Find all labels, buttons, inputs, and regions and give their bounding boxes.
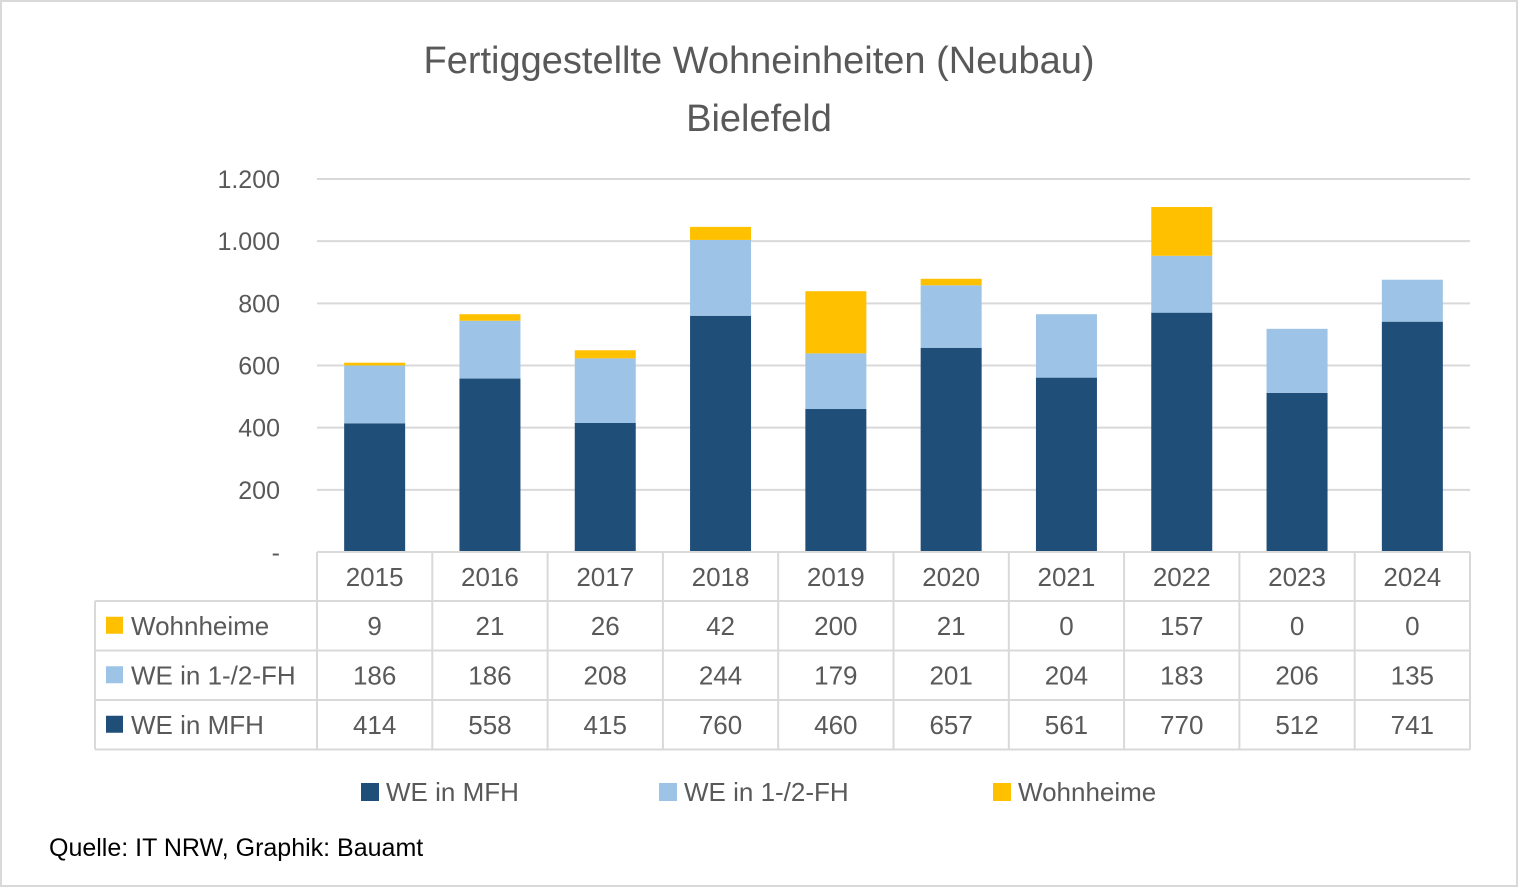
table-cell-value: 208 bbox=[584, 660, 627, 690]
table-legend-key bbox=[106, 616, 123, 634]
source-note: Quelle: IT NRW, Graphik: Bauamt bbox=[49, 834, 423, 862]
table-cell-value: 186 bbox=[468, 660, 511, 690]
table-cell-value: 415 bbox=[584, 710, 627, 740]
bar-we-in-mfh-2022 bbox=[1151, 312, 1213, 552]
bar-wohnheime-2015 bbox=[344, 362, 406, 366]
table-cell-value: 512 bbox=[1275, 710, 1318, 740]
bar-we-in-1-2-fh-2019 bbox=[805, 353, 867, 410]
legend-label: WE in 1-/2-FH bbox=[684, 777, 849, 807]
table-header-year: 2018 bbox=[692, 562, 750, 592]
y-tick-label: - bbox=[272, 539, 280, 567]
bar-we-in-mfh-2021 bbox=[1035, 377, 1097, 552]
table-cell-value: 0 bbox=[1059, 611, 1073, 641]
legend-key bbox=[659, 783, 677, 801]
table-header-year: 2023 bbox=[1268, 562, 1326, 592]
table-cell-value: 657 bbox=[929, 710, 972, 740]
table-cell-value: 21 bbox=[475, 611, 504, 641]
bar-we-in-1-2-fh-2024 bbox=[1381, 279, 1443, 322]
bar-we-in-1-2-fh-2023 bbox=[1266, 328, 1328, 393]
bar-we-in-1-2-fh-2016 bbox=[459, 320, 521, 379]
table-cell-value: 770 bbox=[1160, 710, 1203, 740]
legend-label: WE in MFH bbox=[386, 777, 519, 807]
table-cell-value: 200 bbox=[814, 611, 857, 641]
table-cell-value: 201 bbox=[929, 660, 972, 690]
y-tick-label: 600 bbox=[238, 353, 280, 381]
table-cell-value: 26 bbox=[591, 611, 620, 641]
bar-we-in-mfh-2016 bbox=[459, 378, 521, 552]
table-cell-value: 135 bbox=[1391, 660, 1434, 690]
bar-we-in-mfh-2018 bbox=[690, 315, 752, 552]
data-table: 2015 2016 2017 2018 2019 2020 2021 2022 2023 2024… bbox=[94, 551, 1471, 751]
table-legend-key bbox=[106, 666, 123, 684]
table-cell-value: 561 bbox=[1045, 710, 1088, 740]
bar-we-in-1-2-fh-2022 bbox=[1151, 255, 1213, 313]
bar-we-in-mfh-2015 bbox=[344, 423, 406, 552]
bar-we-in-1-2-fh-2020 bbox=[920, 285, 982, 348]
y-axis: - 200 400 600 800 1.000 1.200 bbox=[217, 166, 280, 567]
legend-key bbox=[993, 783, 1011, 801]
y-tick-label: 400 bbox=[238, 415, 280, 443]
table-cell-value: 179 bbox=[814, 660, 857, 690]
table-cell-value: 9 bbox=[367, 611, 381, 641]
bar-we-in-mfh-2019 bbox=[805, 409, 867, 552]
table-header-year: 2017 bbox=[576, 562, 634, 592]
bar-wohnheime-2022 bbox=[1151, 206, 1213, 256]
table-cell-value: 186 bbox=[353, 660, 396, 690]
y-tick-label: 1.200 bbox=[217, 166, 280, 194]
table-cell-value: 183 bbox=[1160, 660, 1203, 690]
bar-we-in-1-2-fh-2017 bbox=[574, 358, 636, 424]
bar-wohnheime-2019 bbox=[805, 291, 867, 354]
bar-we-in-mfh-2023 bbox=[1266, 392, 1328, 552]
table-cell-value: 21 bbox=[937, 611, 966, 641]
table-row-label: WE in 1-/2-FH bbox=[131, 660, 296, 690]
table-cell-value: 244 bbox=[699, 660, 742, 690]
legend: WE in MFH WE in 1-/2-FH Wohnheime bbox=[361, 777, 1156, 807]
table-cell-value: 760 bbox=[699, 710, 742, 740]
bar-we-in-mfh-2017 bbox=[574, 423, 636, 552]
bar-wohnheime-2018 bbox=[690, 226, 752, 240]
legend-key bbox=[361, 783, 379, 801]
table-row-label: Wohnheime bbox=[131, 611, 269, 641]
y-tick-label: 1.000 bbox=[217, 228, 280, 256]
bar-wohnheime-2020 bbox=[920, 278, 982, 286]
bar-wohnheime-2016 bbox=[459, 314, 521, 321]
bar-we-in-1-2-fh-2015 bbox=[344, 365, 406, 424]
bar-we-in-1-2-fh-2021 bbox=[1035, 314, 1097, 378]
y-tick-label: 800 bbox=[238, 290, 280, 318]
table-cell-value: 558 bbox=[468, 710, 511, 740]
table-cell-value: 414 bbox=[353, 710, 396, 740]
y-tick-label: 200 bbox=[238, 477, 280, 505]
table-cell-value: 0 bbox=[1405, 611, 1419, 641]
bar-we-in-1-2-fh-2018 bbox=[690, 239, 752, 316]
table-cell-value: 460 bbox=[814, 710, 857, 740]
legend-label: Wohnheime bbox=[1018, 777, 1156, 807]
table-cell-value: 0 bbox=[1290, 611, 1304, 641]
table-cell-value: 157 bbox=[1160, 611, 1203, 641]
table-cell-value: 204 bbox=[1045, 660, 1088, 690]
table-header-year: 2015 bbox=[346, 562, 404, 592]
table-cell-value: 206 bbox=[1275, 660, 1318, 690]
chart-subtitle: Bielefeld bbox=[686, 98, 832, 140]
table-header-year: 2020 bbox=[922, 562, 980, 592]
table-row-label: WE in MFH bbox=[131, 710, 264, 740]
table-legend-key bbox=[106, 715, 123, 733]
table-cell-value: 741 bbox=[1391, 710, 1434, 740]
table-header-year: 2021 bbox=[1038, 562, 1096, 592]
table-header-year: 2024 bbox=[1383, 562, 1441, 592]
bar-we-in-mfh-2024 bbox=[1381, 321, 1443, 552]
table-header-year: 2016 bbox=[461, 562, 519, 592]
bar-wohnheime-2017 bbox=[574, 350, 636, 359]
chart-title: Fertiggestellte Wohneinheiten (Neubau) bbox=[423, 40, 1094, 82]
table-cell-value: 42 bbox=[706, 611, 735, 641]
table-header-year: 2022 bbox=[1153, 562, 1211, 592]
bar-we-in-mfh-2020 bbox=[920, 347, 982, 552]
bars bbox=[344, 206, 1443, 552]
table-header-year: 2019 bbox=[807, 562, 865, 592]
